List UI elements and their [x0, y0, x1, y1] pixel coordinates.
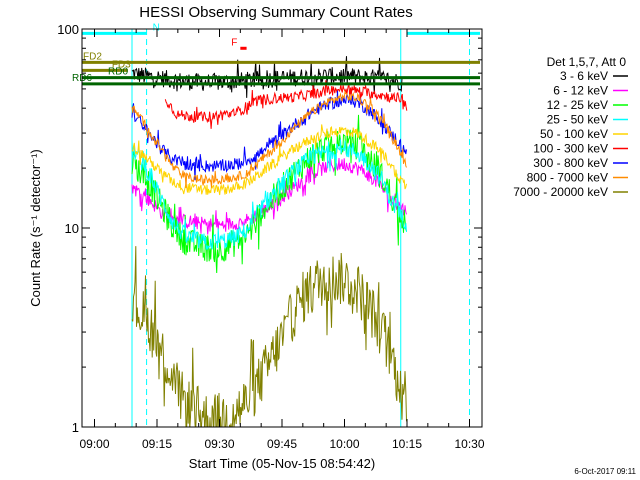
y-tick-label: 1 [72, 420, 79, 435]
series-layer [131, 56, 408, 427]
x-tick-label: 09:45 [267, 437, 297, 451]
y-tick-label: 10 [65, 221, 79, 236]
series-line-3-6-kev [131, 56, 404, 98]
legend-label-100-300-kev: 100 - 300 keV [533, 142, 608, 156]
flag-label-f: F [231, 37, 237, 48]
flag-label-n: N [153, 22, 160, 33]
legend-label-800-7000-kev: 800 - 7000 keV [527, 171, 608, 185]
series-line-100-300-kev [164, 80, 408, 129]
legend-label-12-25-kev: 12 - 25 keV [547, 98, 608, 112]
x-tick-label: 10:15 [392, 437, 422, 451]
flag-label-fd2: FD2 [83, 51, 102, 62]
y-axis: 1 10 100 [57, 22, 482, 435]
series-line-7000-20000-kev [131, 246, 407, 427]
series-line-50-100-kev [131, 124, 407, 196]
flag-label-rd0: RD0 [108, 67, 128, 78]
chart-title: HESSI Observing Summary Count Rates [139, 4, 412, 21]
footer-timestamp: 6-Oct-2017 09:11 [574, 467, 636, 476]
legend-label-50-100-kev: 50 - 100 keV [540, 127, 608, 141]
y-tick-label: 100 [57, 22, 79, 37]
vertical-markers [131, 29, 470, 427]
legend-title: Det 1,5,7, Att 0 [547, 55, 627, 69]
x-tick-label: 09:15 [142, 437, 172, 451]
series-line-800-7000-kev [131, 89, 407, 189]
legend-label-25-50-kev: 25 - 50 keV [547, 113, 608, 127]
x-tick-label: 09:00 [79, 437, 109, 451]
legend-label-7000-20000-kev: 7000 - 20000 keV [513, 185, 608, 199]
flag-label-fd3: FD3 [112, 59, 131, 70]
x-axis: 09:00 09:15 09:30 09:45 10:00 10:15 10:30 [79, 29, 485, 451]
legend-label-300-800-kev: 300 - 800 keV [533, 156, 608, 170]
y-axis-label: Count Rate (s⁻¹ detector⁻¹) [28, 149, 43, 307]
legend-label-6-12-kev: 6 - 12 keV [553, 84, 608, 98]
series-line-25-50-kev [131, 139, 407, 250]
x-tick-label: 10:30 [454, 437, 484, 451]
x-tick-label: 10:00 [329, 437, 359, 451]
x-tick-label: 09:30 [204, 437, 234, 451]
legend-label-3-6-kev: 3 - 6 keV [560, 69, 608, 83]
x-axis-label: Start Time (05-Nov-15 08:54:42) [189, 456, 375, 471]
